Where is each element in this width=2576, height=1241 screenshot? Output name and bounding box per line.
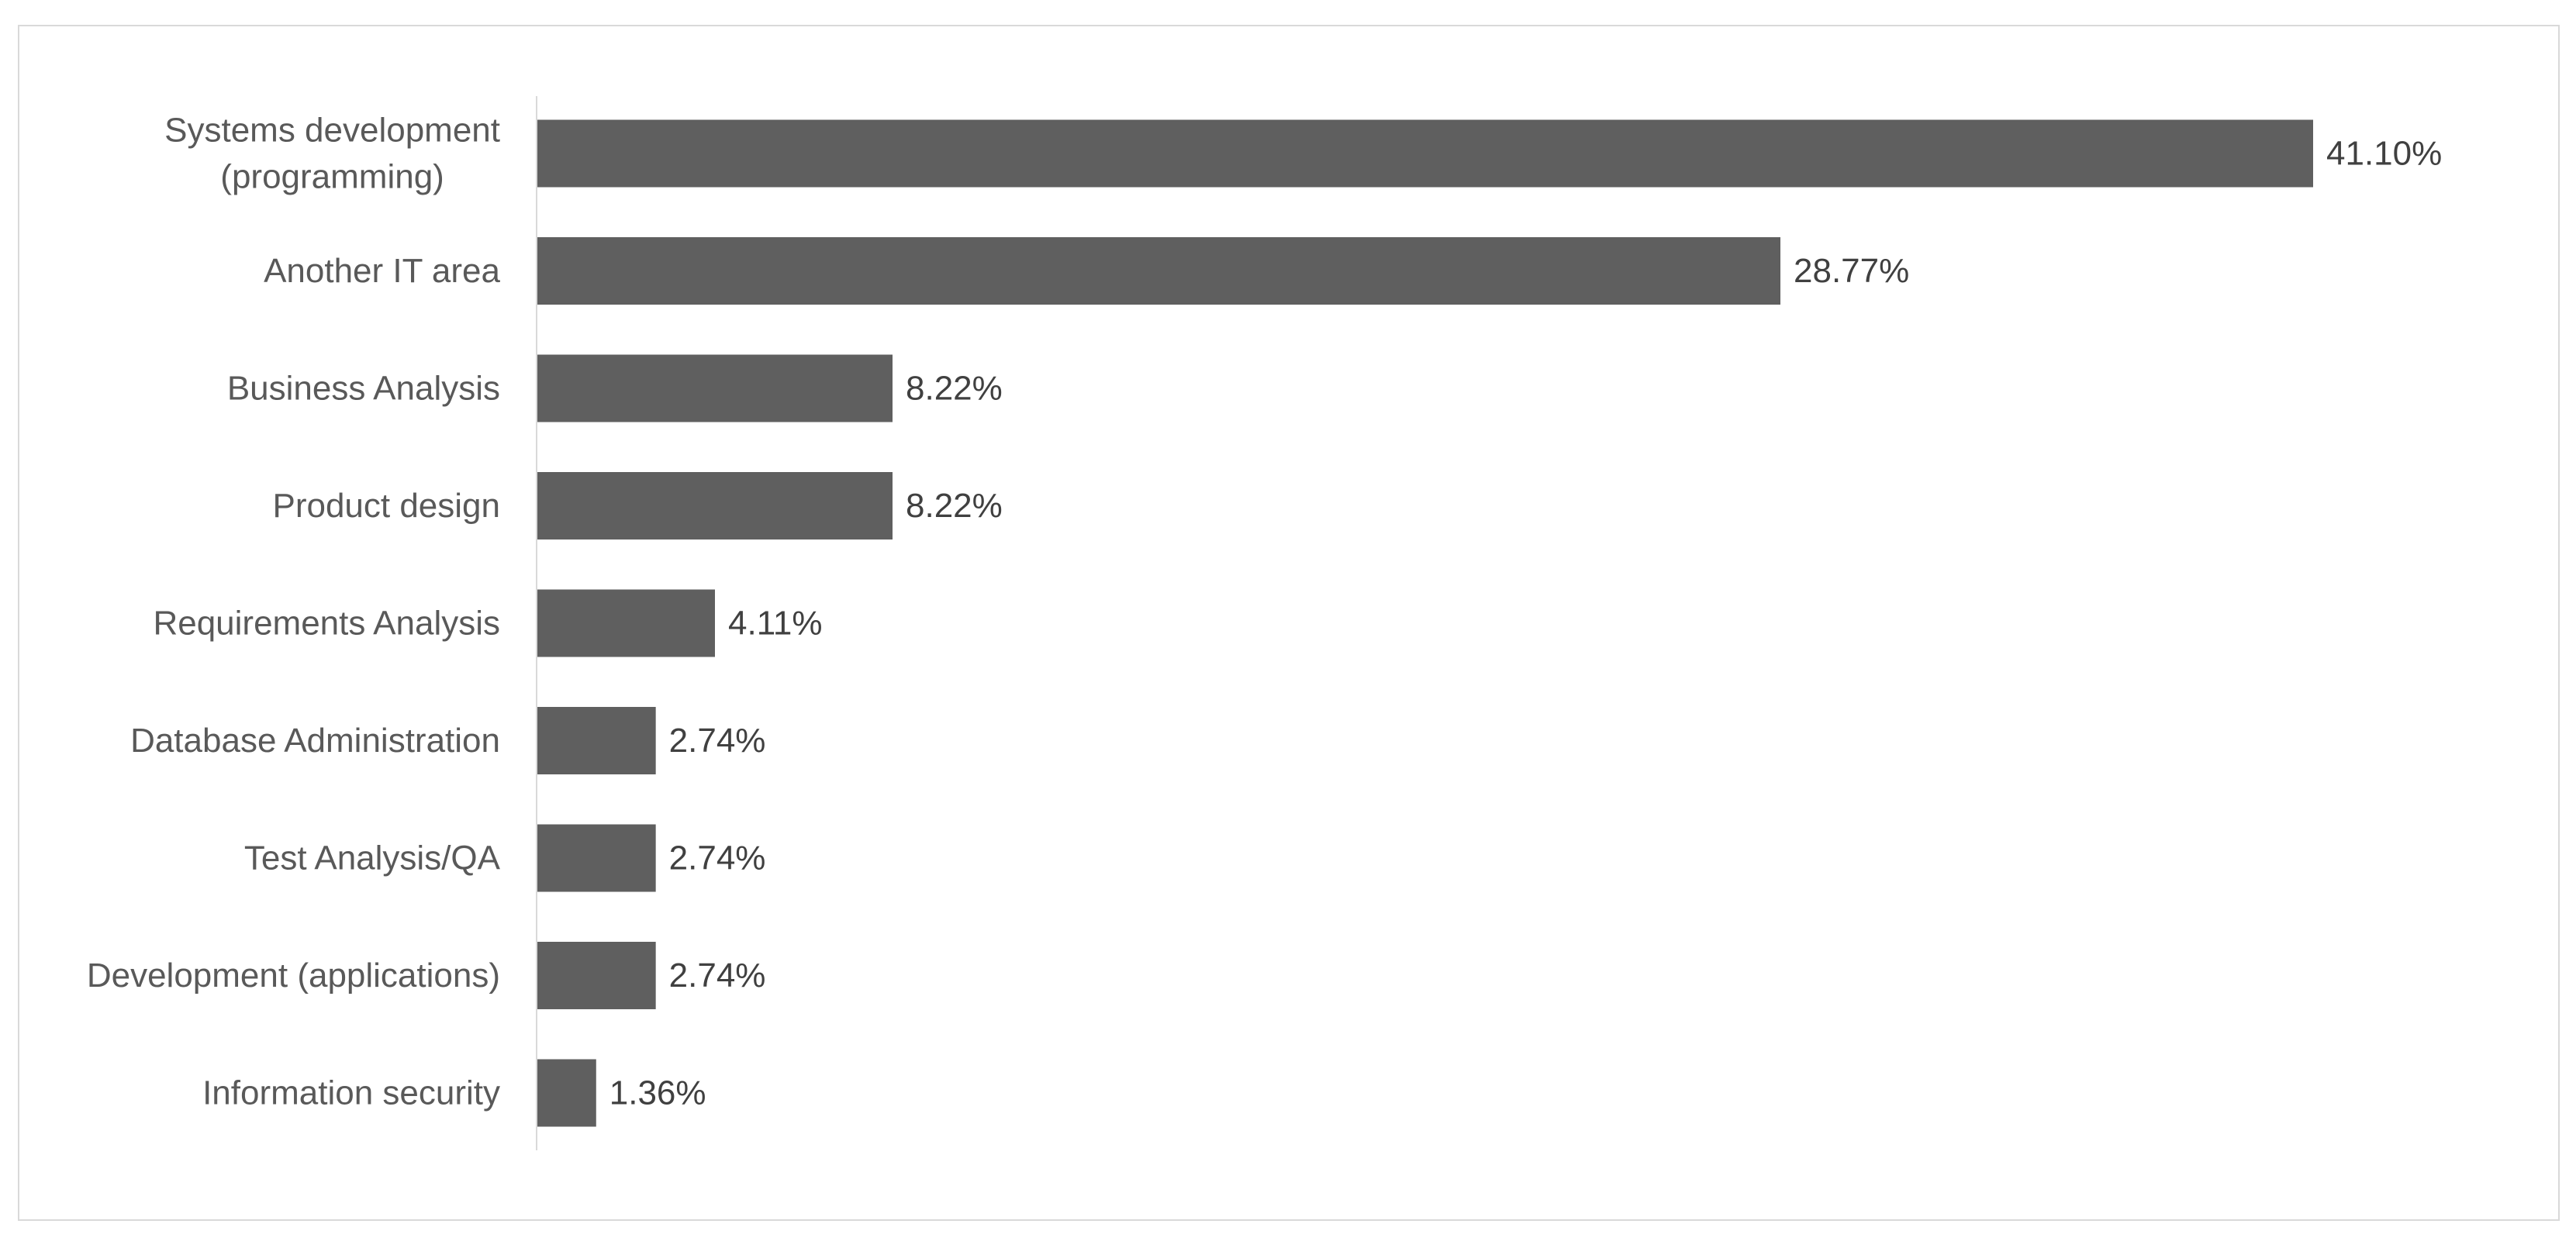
category-label-line: Test Analysis/QA xyxy=(244,839,501,877)
category-label-7: Development (applications) xyxy=(87,957,500,995)
value-label-6: 2.74% xyxy=(669,839,766,877)
category-label-4: Requirements Analysis xyxy=(153,605,500,643)
category-label-1: Another IT area xyxy=(264,252,500,290)
value-label-2: 8.22% xyxy=(906,370,1003,408)
value-label-1: 28.77% xyxy=(1794,252,1909,290)
value-label-3: 8.22% xyxy=(906,487,1003,525)
category-label-line: Requirements Analysis xyxy=(153,605,500,643)
bar-8 xyxy=(537,1059,596,1127)
value-label-4: 4.11% xyxy=(728,605,823,643)
category-label-0: Systems development (programming) xyxy=(164,112,500,196)
bar-7 xyxy=(537,942,656,1009)
value-label-7: 2.74% xyxy=(669,957,766,995)
category-label-line: Systems development xyxy=(164,112,500,150)
bar-1 xyxy=(537,237,1780,305)
bar-4 xyxy=(537,589,715,657)
bar-6 xyxy=(537,824,656,892)
bar-0 xyxy=(537,119,2313,188)
category-label-6: Test Analysis/QA xyxy=(244,839,501,877)
category-label-line: Development (applications) xyxy=(87,957,500,995)
category-label-8: Information security xyxy=(202,1074,500,1112)
category-label-line: (programming) xyxy=(220,158,444,196)
category-label-3: Product design xyxy=(272,487,500,525)
category-label-line: Database Administration xyxy=(130,722,500,760)
category-label-5: Database Administration xyxy=(130,722,500,760)
category-label-line: Product design xyxy=(272,487,500,525)
category-label-line: Another IT area xyxy=(264,252,500,290)
value-label-5: 2.74% xyxy=(669,722,766,760)
value-label-0: 41.10% xyxy=(2326,135,2442,173)
bar-5 xyxy=(537,707,656,774)
category-label-line: Information security xyxy=(202,1074,500,1112)
category-label-2: Business Analysis xyxy=(227,370,500,408)
value-label-8: 1.36% xyxy=(609,1074,706,1112)
category-label-line: Business Analysis xyxy=(227,370,500,408)
bar-2 xyxy=(537,354,893,422)
bar-3 xyxy=(537,472,893,539)
chart-frame xyxy=(18,25,2560,1221)
